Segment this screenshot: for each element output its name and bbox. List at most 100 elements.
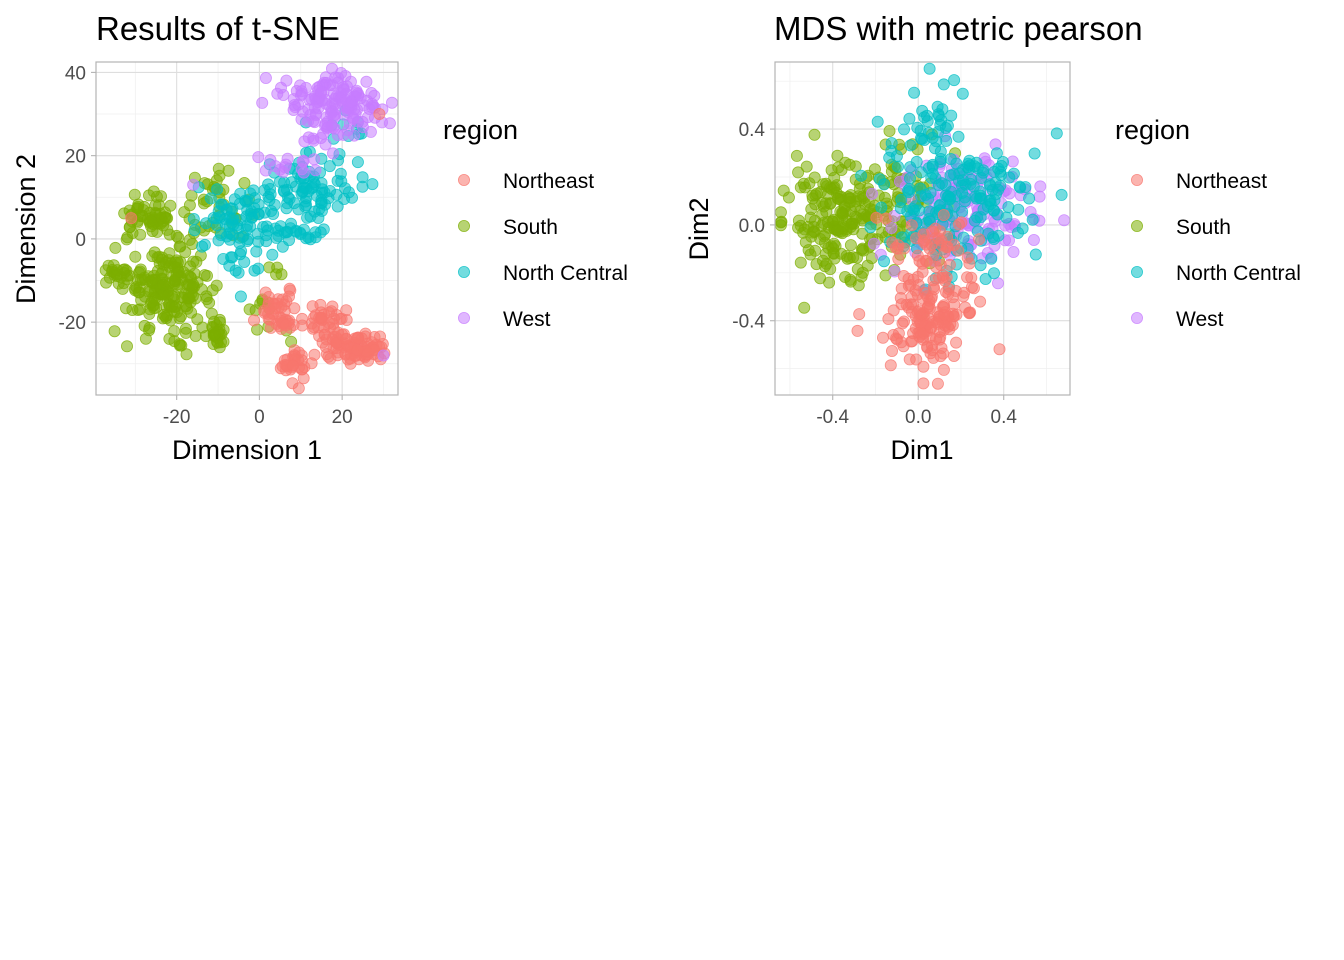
- mds-point-north-central: [985, 252, 998, 265]
- tsne-point-south: [189, 292, 202, 305]
- tsne-point-north-central: [277, 184, 290, 197]
- tsne-point-south: [144, 214, 157, 227]
- tsne-point-west: [252, 151, 265, 164]
- tsne-point-south: [129, 250, 142, 263]
- mds-point-northeast: [851, 324, 864, 337]
- tsne-point-north-central: [266, 248, 279, 261]
- mds-point-north-central: [1055, 188, 1068, 201]
- tsne-point-west: [302, 131, 315, 144]
- tsne-point-west: [297, 166, 310, 179]
- tsne-point-south: [187, 278, 200, 291]
- mds-point-northeast: [974, 295, 987, 308]
- tsne-point-west: [338, 108, 351, 121]
- tsne-point-northeast: [373, 108, 386, 121]
- tsne-point-west: [299, 81, 312, 94]
- tsne-point-northeast: [324, 352, 337, 365]
- tsne-point-south: [208, 328, 221, 341]
- tsne-point-north-central: [211, 183, 224, 196]
- mds-point-north-central: [921, 115, 934, 128]
- tsne-point-north-central: [223, 211, 236, 224]
- mds-point-north-central: [934, 155, 947, 168]
- tsne-point-south: [139, 332, 152, 345]
- mds-point-northeast: [894, 291, 907, 304]
- tsne-point-north-central: [316, 183, 329, 196]
- mds-point-northeast: [941, 230, 954, 243]
- tsne-legend-title: region: [443, 115, 518, 145]
- tsne-point-north-central: [366, 178, 379, 191]
- mds-point-north-central: [1003, 171, 1016, 184]
- tsne-point-west: [361, 111, 374, 124]
- tsne-point-south: [152, 199, 165, 212]
- mds-point-north-central: [939, 122, 952, 135]
- tsne-point-west: [366, 97, 379, 110]
- mds-point-north-central: [871, 115, 884, 128]
- tsne-point-west: [360, 75, 373, 88]
- tsne-point-west: [364, 125, 377, 138]
- tsne-point-south: [238, 176, 251, 189]
- tsne-legend-label-south: South: [503, 216, 558, 239]
- mds-point-northeast: [906, 335, 919, 348]
- mds-x-tick-label: 0.4: [991, 407, 1018, 428]
- tsne-point-west: [385, 96, 398, 109]
- mds-legend-label-south: South: [1176, 216, 1231, 239]
- mds-point-west: [868, 237, 881, 250]
- tsne-point-north-central: [262, 190, 275, 203]
- mds-point-north-central: [873, 173, 886, 186]
- mds-point-south: [816, 196, 829, 209]
- tsne-panel-border: [95, 61, 399, 396]
- mds-legend-label-west: West: [1176, 308, 1224, 331]
- mds-point-south: [832, 161, 845, 174]
- mds-chart-title: MDS with metric pearson: [774, 10, 1143, 47]
- tsne-point-north-central: [233, 237, 246, 250]
- mds-point-north-central: [952, 130, 965, 143]
- mds-panel: MDS with metric pearson -0.4 0.0 0.4 -0.4 0.…: [684, 10, 1301, 465]
- tsne-point-north-central: [317, 223, 330, 236]
- mds-point-northeast: [896, 317, 909, 330]
- tsne-point-northeast: [287, 318, 300, 331]
- tsne-point-south: [142, 189, 155, 202]
- tsne-point-north-central: [300, 199, 313, 212]
- mds-point-west: [1007, 245, 1020, 258]
- tsne-point-west: [308, 116, 321, 129]
- mds-point-north-central: [878, 255, 891, 268]
- mds-point-north-central: [963, 154, 976, 167]
- mds-point-northeast: [950, 336, 963, 349]
- mds-point-north-central: [983, 178, 996, 191]
- tsne-point-northeast: [262, 312, 275, 325]
- mds-x-tick-label: 0.0: [905, 407, 931, 428]
- tsne-point-south: [100, 276, 113, 289]
- tsne-point-west: [287, 93, 300, 106]
- mds-point-north-central: [875, 201, 888, 214]
- mds-point-south: [790, 149, 803, 162]
- tsne-point-west: [256, 96, 269, 109]
- tsne-point-south: [160, 211, 173, 224]
- tsne-point-north-central: [244, 220, 257, 233]
- tsne-point-north-central: [282, 234, 295, 247]
- tsne-point-north-central: [285, 176, 298, 189]
- tsne-point-west: [344, 98, 357, 111]
- mds-point-north-central: [932, 179, 945, 192]
- mds-point-northeast: [931, 317, 944, 330]
- tsne-point-north-central: [234, 290, 247, 303]
- tsne-x-axis-title: Dimension 1: [172, 435, 322, 465]
- mds-point-north-central: [892, 160, 905, 173]
- mds-point-north-central: [1028, 147, 1041, 160]
- mds-point-south: [852, 279, 865, 292]
- mds-point-northeast: [938, 301, 951, 314]
- tsne-point-north-central: [232, 266, 245, 279]
- tsne-point-south: [212, 162, 225, 175]
- mds-point-west: [1033, 190, 1046, 203]
- tsne-point-west: [343, 117, 356, 130]
- tsne-legend-key-south: [457, 219, 470, 232]
- mds-point-north-central: [990, 147, 1003, 160]
- mds-point-south: [844, 273, 857, 286]
- mds-point-south: [827, 246, 840, 259]
- tsne-point-west: [326, 147, 339, 160]
- mds-point-north-central: [915, 166, 928, 179]
- mds-point-northeast: [931, 377, 944, 390]
- mds-point-northeast: [919, 286, 932, 299]
- mds-point-northeast: [937, 208, 950, 221]
- tsne-point-south: [99, 264, 112, 277]
- tsne-point-west: [316, 79, 329, 92]
